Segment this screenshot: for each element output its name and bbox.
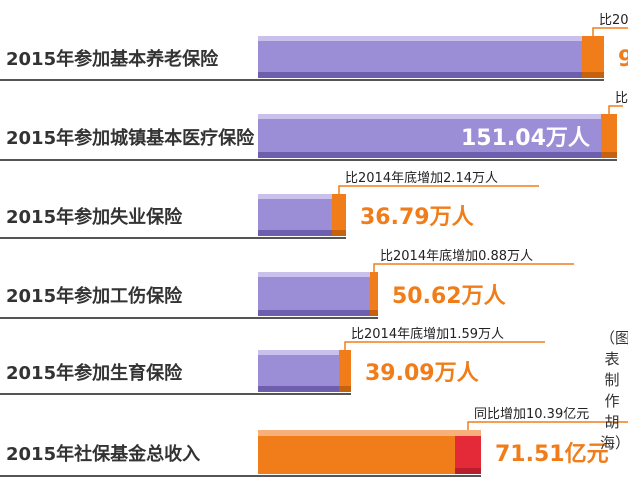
- increase-label: 同比增加10.39亿元: [474, 407, 589, 422]
- bar-base: [258, 36, 582, 78]
- bar-base-highlight: [258, 272, 370, 277]
- bar-base: [258, 430, 455, 474]
- increase-callout-line: [608, 105, 623, 114]
- bar-increase-shadow: [332, 230, 346, 236]
- increase-callout-line: [592, 27, 628, 36]
- bar-increase-shadow: [601, 152, 617, 158]
- value-label: 36.79万人: [360, 205, 474, 230]
- bar-base: [258, 350, 339, 392]
- bar-increase: [370, 272, 378, 316]
- category-label: 2015年参加工伤保险: [6, 285, 183, 307]
- bar-base-shadow: [258, 230, 332, 236]
- category-label: 2015年社保基金总收入: [6, 443, 200, 465]
- bar-base-shadow: [258, 72, 582, 78]
- bar-increase: [582, 36, 604, 78]
- bar-increase-shadow: [582, 72, 604, 78]
- bar-base: [258, 114, 601, 158]
- increase-label: 比2014年底增加3.31万人: [599, 12, 628, 28]
- increase-callout-line: [344, 341, 545, 350]
- bar-base-highlight: [258, 194, 332, 199]
- bar-base: [258, 194, 332, 236]
- value-label: 50.62万人: [392, 284, 506, 309]
- bar-base-highlight: [258, 114, 601, 119]
- category-label: 2015年参加失业保险: [6, 206, 183, 228]
- value-label: 90.70万人: [618, 47, 628, 72]
- increase-callout-line: [338, 185, 539, 194]
- bar-increase-shadow: [455, 468, 481, 474]
- category-label: 2015年参加生育保险: [6, 362, 183, 384]
- bar-increase: [339, 350, 351, 392]
- category-label: 2015年参加城镇基本医疗保险: [6, 127, 255, 149]
- increase-callout-line: [467, 421, 628, 430]
- bar-base: [258, 272, 370, 316]
- increase-label: 比2014年底增加0.88万人: [380, 248, 533, 264]
- value-label: 39.09万人: [365, 361, 479, 386]
- bar-increase: [332, 194, 346, 236]
- bar-base-shadow: [258, 152, 601, 158]
- bar-fund-highlight: [258, 430, 481, 436]
- category-label: 2015年参加基本养老保险: [6, 48, 219, 70]
- bar-base-highlight: [258, 36, 582, 41]
- increase-label: 比2014年底增加2.14万人: [345, 170, 498, 186]
- bar-increase: [455, 430, 481, 474]
- bar-increase: [601, 114, 617, 158]
- credit-text: （图表制作 胡海）: [600, 329, 628, 452]
- increase-label: 比2014年底增加1.59万人: [351, 326, 504, 342]
- bar-increase-shadow: [339, 386, 351, 392]
- value-label: 151.04万人: [461, 126, 590, 151]
- bar-base-shadow: [258, 386, 339, 392]
- increase-callout-line: [373, 263, 574, 272]
- bar-increase-shadow: [370, 310, 378, 316]
- increase-label: 比2014年底增加2.21万人: [615, 90, 628, 106]
- bar-base-highlight: [258, 350, 339, 355]
- value-label: 71.51亿元: [495, 442, 609, 467]
- bar-base-shadow: [258, 310, 370, 316]
